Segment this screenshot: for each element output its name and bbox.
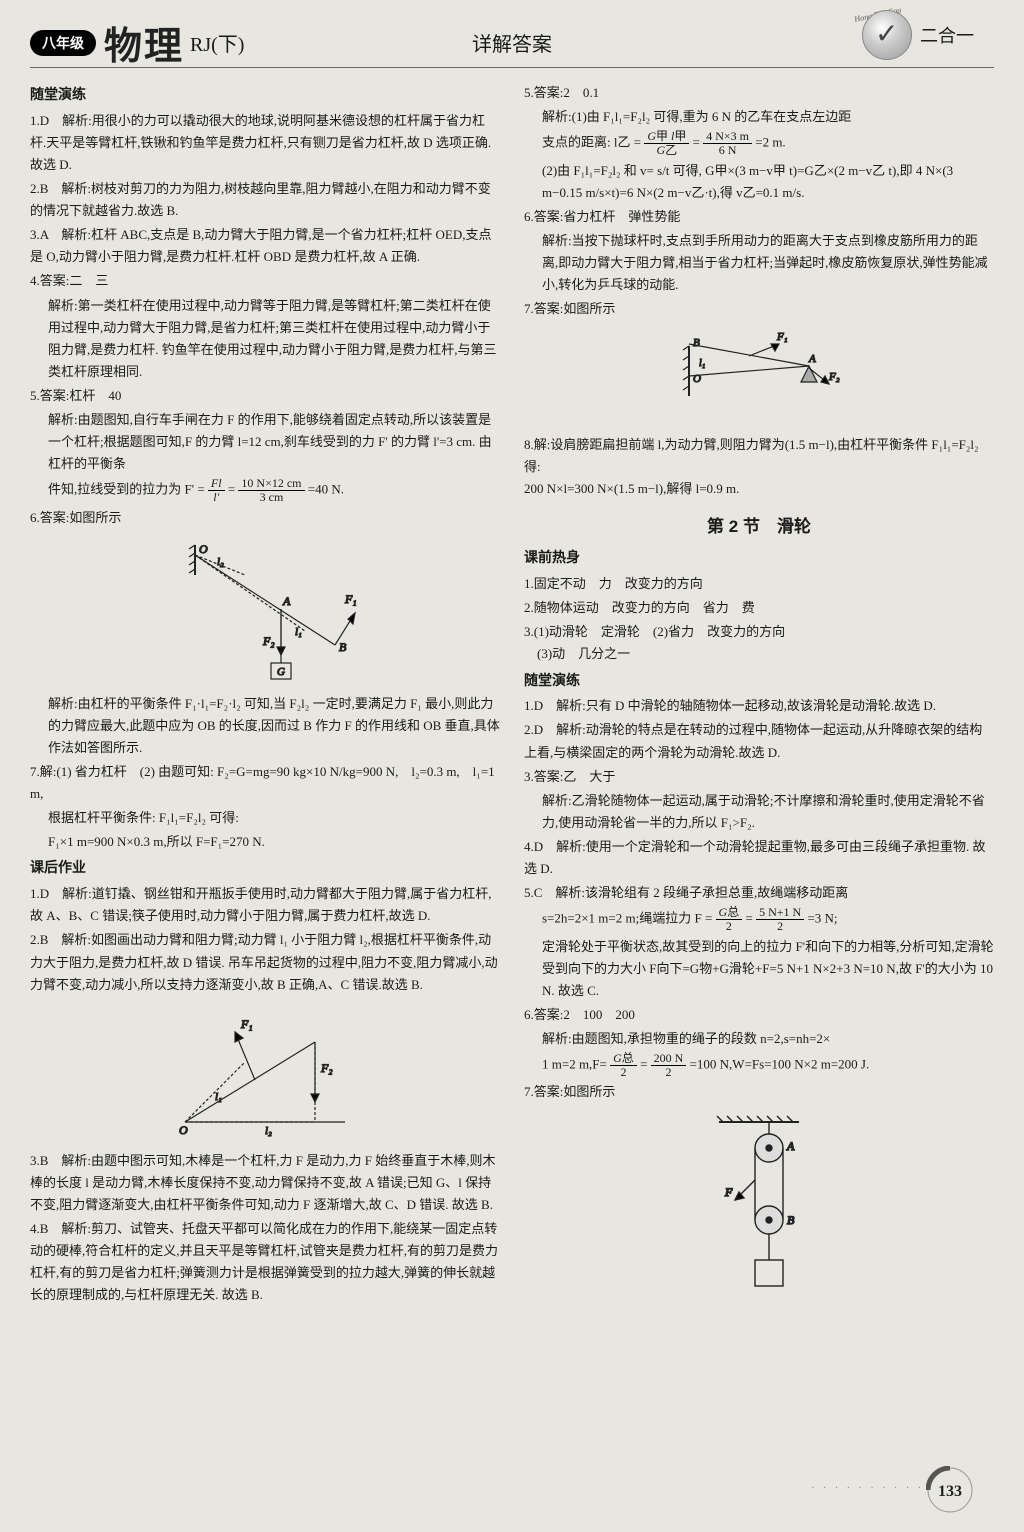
pr5a: 5.C 解析:该滑轮组有 2 段绳子承担总重,故绳端移动距离 xyxy=(524,882,994,904)
svg-text:B: B xyxy=(339,640,347,654)
svg-text:l₂: l₂ xyxy=(265,1125,272,1137)
svg-text:F₁: F₁ xyxy=(240,1017,253,1031)
check-logo-icon xyxy=(862,10,912,60)
h3: 3.B 解析:由题中图示可知,木棒是一个杠杆,力 F 是动力,力 F 始终垂直于… xyxy=(30,1150,500,1216)
svg-text:A: A xyxy=(786,1139,795,1153)
svg-text:l₂: l₂ xyxy=(217,556,224,568)
q6-ans: 6.答案:如图所示 xyxy=(30,507,500,529)
svg-text:A: A xyxy=(282,594,291,608)
page-number: 133 xyxy=(926,1466,974,1514)
q7a: 7.解:(1) 省力杠杆 (2) 由题可知: F₂=G=mg=90 kg×10 … xyxy=(30,761,500,805)
svg-text:B: B xyxy=(787,1213,795,1227)
pr5d: 定滑轮处于平衡状态,故其受到的向上的拉力 F'和向下的力相等,分析可知,定滑轮受… xyxy=(524,936,994,1002)
svg-text:l₁: l₁ xyxy=(699,358,705,369)
pr6b: 解析:由题图知,承担物重的绳子的段数 n=2,s=nh=2× xyxy=(524,1028,994,1050)
q1: 1.D 解析:用很小的力可以撬动很大的地球,说明阿基米德设想的杠杆属于省力杠杆.… xyxy=(30,110,500,176)
two-in-one-label: 二合一 xyxy=(920,22,974,48)
p2: 2.随物体运动 改变力的方向 省力 费 xyxy=(524,597,994,619)
q5-eq: 件知,拉线受到的拉力为 F' = Fll' = 10 N×12 cm3 cm =… xyxy=(30,477,500,504)
grade-badge: 八年级 xyxy=(30,30,96,56)
q7b: 根据杠杆平衡条件: F₁l₁=F₂l₂ 可得: xyxy=(30,807,500,829)
diagram-lever-2: O F₁ l₁ F₂ l₂ xyxy=(30,1002,500,1142)
diagram-lever-1: O A B l₂ l₁ F₁ xyxy=(30,535,500,685)
r5a: 5.答案:2 0.1 xyxy=(524,82,994,104)
svg-text:F₁: F₁ xyxy=(776,331,788,343)
h1: 1.D 解析:道钉撬、钢丝钳和开瓶扳手使用时,动力臂都大于阻力臂,属于省力杠杆,… xyxy=(30,883,500,927)
svg-text:O: O xyxy=(199,542,208,556)
pr4: 4.D 解析:使用一个定滑轮和一个动滑轮提起重物,最多可由三段绳子承担重物. 故… xyxy=(524,836,994,880)
edition-label: RJ(下) xyxy=(190,28,244,57)
r8: 8.解:设肩膀距扁担前端 l,为动力臂,则阻力臂为(1.5 m−l),由杠杆平衡… xyxy=(524,434,994,500)
svg-text:133: 133 xyxy=(938,1483,962,1500)
svg-text:G: G xyxy=(277,666,285,678)
section-suitang: 随堂演练 xyxy=(30,84,500,108)
pr7: 7.答案:如图所示 xyxy=(524,1081,994,1103)
pr5-eq: s=2h=2×1 m=2 m;绳端拉力 F = G总2 = 5 N+1 N2 =… xyxy=(524,906,994,933)
pr2: 2.D 解析:动滑轮的特点是在转动的过程中,随物体一起运动,从升降晾衣架的结构上… xyxy=(524,719,994,763)
q2: 2.B 解析:树枝对剪刀的力为阻力,树枝越向里靠,阻力臂越小,在阻力和动力臂不变… xyxy=(30,178,500,222)
pr6-eq: 1 m=2 m,F= G总2 = 200 N2 =100 N,W=Fs=100 … xyxy=(524,1052,994,1079)
r6a: 6.答案:省力杠杆 弹性势能 xyxy=(524,206,994,228)
svg-text:A: A xyxy=(808,353,816,365)
q7c: F₁×1 m=900 N×0.3 m,所以 F=F₁=270 N. xyxy=(30,831,500,853)
logo-area: Hong Dui Gou 二合一 xyxy=(862,10,974,60)
left-column: 随堂演练 1.D 解析:用很小的力可以撬动很大的地球,说明阿基米德设想的杠杆属于… xyxy=(30,80,500,1308)
diagram-pulley: A B F xyxy=(524,1110,994,1300)
r6b: 解析:当按下抛球杆时,支点到手所用动力的距离大于支点到橡皮筋所用力的距离,即动力… xyxy=(524,230,994,296)
p3: 3.(1)动滑轮 定滑轮 (2)省力 改变力的方向 (3)动 几分之一 xyxy=(524,621,994,665)
r5b: 解析:(1)由 F₁l₁=F₂l₂ 可得,重为 6 N 的乙车在支点左边距 xyxy=(524,106,994,128)
svg-text:l₁: l₁ xyxy=(295,626,302,638)
p1: 1.固定不动 力 改变力的方向 xyxy=(524,573,994,595)
q5-ans: 5.答案:杠杆 40 xyxy=(30,385,500,407)
suitang2-head: 随堂演练 xyxy=(524,670,994,694)
svg-text:F₂: F₂ xyxy=(262,634,275,648)
subject-title: 物理 xyxy=(104,15,184,70)
svg-text:F: F xyxy=(724,1185,733,1199)
svg-text:l₁: l₁ xyxy=(215,1091,222,1103)
q6-exp: 解析:由杠杆的平衡条件 F₁·l₁=F₂·l₂ 可知,当 F₂l₂ 一定时,要满… xyxy=(30,693,500,759)
q4-ans: 4.答案:二 三 xyxy=(30,270,500,292)
pr6a: 6.答案:2 100 200 xyxy=(524,1004,994,1026)
svg-text:F₂: F₂ xyxy=(828,371,840,383)
keqian-head: 课前热身 xyxy=(524,547,994,571)
r5e: (2)由 F₁l₁=F₂l₂ 和 v= s/t 可得, G甲×(3 m−v甲 t… xyxy=(524,160,994,204)
q3: 3.A 解析:杠杆 ABC,支点是 B,动力臂大于阻力臂,是一个省力杠杆;杠杆 … xyxy=(30,224,500,268)
h2: 2.B 解析:如图画出动力臂和阻力臂;动力臂 l₁ 小于阻力臂 l₂,根据杠杆平… xyxy=(30,929,500,995)
diagram-lever-3: O B A l₁ F₁ F₂ xyxy=(524,326,994,426)
r7a: 7.答案:如图所示 xyxy=(524,298,994,320)
section-2-title: 第 2 节 滑轮 xyxy=(524,513,994,542)
dots-decoration: · · · · · · · · · · xyxy=(811,1483,924,1494)
pr3b: 解析:乙滑轮随物体一起运动,属于动滑轮;不计摩擦和滑轮重时,使用定滑轮不省力,使… xyxy=(524,790,994,834)
main-content: 随堂演练 1.D 解析:用很小的力可以撬动很大的地球,说明阿基米德设想的杠杆属于… xyxy=(30,80,994,1308)
svg-text:O: O xyxy=(179,1123,188,1137)
svg-text:F₂: F₂ xyxy=(320,1061,333,1075)
right-column: 5.答案:2 0.1 解析:(1)由 F₁l₁=F₂l₂ 可得,重为 6 N 的… xyxy=(524,80,994,1308)
pr1: 1.D 解析:只有 D 中滑轮的轴随物体一起移动,故该滑轮是动滑轮.故选 D. xyxy=(524,695,994,717)
pr3a: 3.答案:乙 大于 xyxy=(524,766,994,788)
q4-exp: 解析:第一类杠杆在使用过程中,动力臂等于阻力臂,是等臂杠杆;第二类杠杆在使用过程… xyxy=(30,295,500,383)
svg-text:F₁: F₁ xyxy=(344,592,357,606)
svg-text:B: B xyxy=(693,337,700,349)
r5-eq: 支点的距离: l乙 = G甲 l甲G乙 = 4 N×3 m6 N =2 m. xyxy=(524,130,994,157)
section-kehou: 课后作业 xyxy=(30,857,500,881)
page-header: 八年级 物理 RJ(下) 详解答案 Hong Dui Gou 二合一 xyxy=(30,18,994,68)
center-title: 详解答案 xyxy=(472,28,552,57)
q5-exp1: 解析:由题图知,自行车手闸在力 F 的作用下,能够绕着固定点转动,所以该装置是一… xyxy=(30,409,500,475)
h4: 4.B 解析:剪刀、试管夹、托盘天平都可以简化成在力的作用下,能绕某一固定点转动… xyxy=(30,1218,500,1306)
